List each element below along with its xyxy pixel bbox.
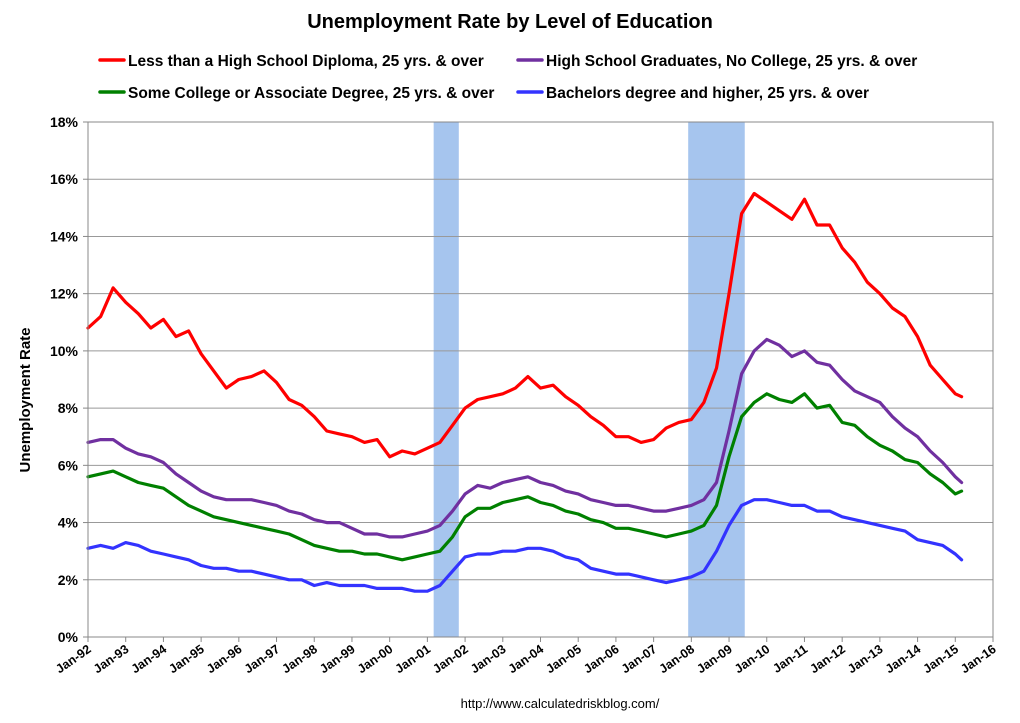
y-tick-label: 14% <box>50 228 79 244</box>
y-tick-label: 0% <box>58 629 79 645</box>
series-line-2 <box>86 337 964 539</box>
y-tick-label: 6% <box>58 457 79 473</box>
plot-background <box>88 122 993 637</box>
series-line-1 <box>86 191 964 459</box>
series-line-3 <box>86 392 964 562</box>
y-tick-label: 8% <box>58 400 79 416</box>
series-line-4 <box>86 498 964 593</box>
y-axis: 0% 2% 4% 6% 8% 10% 12% 14% 16% 18% <box>50 114 88 645</box>
y-tick-label: 2% <box>58 572 79 588</box>
legend: Less than a High School Diploma, 25 yrs.… <box>98 53 917 102</box>
legend-label-1: Less than a High School Diploma, 25 yrs.… <box>128 53 484 70</box>
y-tick-label: 12% <box>50 286 79 302</box>
y-tick-label: 4% <box>58 515 79 531</box>
y-tick-label: 18% <box>50 114 79 130</box>
recession-shading <box>433 122 745 637</box>
y-axis-label: Unemployment Rate <box>17 327 34 472</box>
y-tick-label: 10% <box>50 343 79 359</box>
y-tick-label: 16% <box>50 171 79 187</box>
legend-label-4: Bachelors degree and higher, 25 yrs. & o… <box>546 85 869 102</box>
plot-area <box>86 121 994 638</box>
recession-band-2 <box>688 122 745 637</box>
recession-band-1 <box>433 122 459 637</box>
legend-label-2: High School Graduates, No College, 25 yr… <box>546 53 917 70</box>
source-url: http://www.calculatedriskblog.com/ <box>461 696 660 711</box>
chart-title: Unemployment Rate by Level of Education <box>307 11 713 33</box>
legend-label-3: Some College or Associate Degree, 25 yrs… <box>128 85 494 102</box>
series-lines <box>86 191 964 593</box>
